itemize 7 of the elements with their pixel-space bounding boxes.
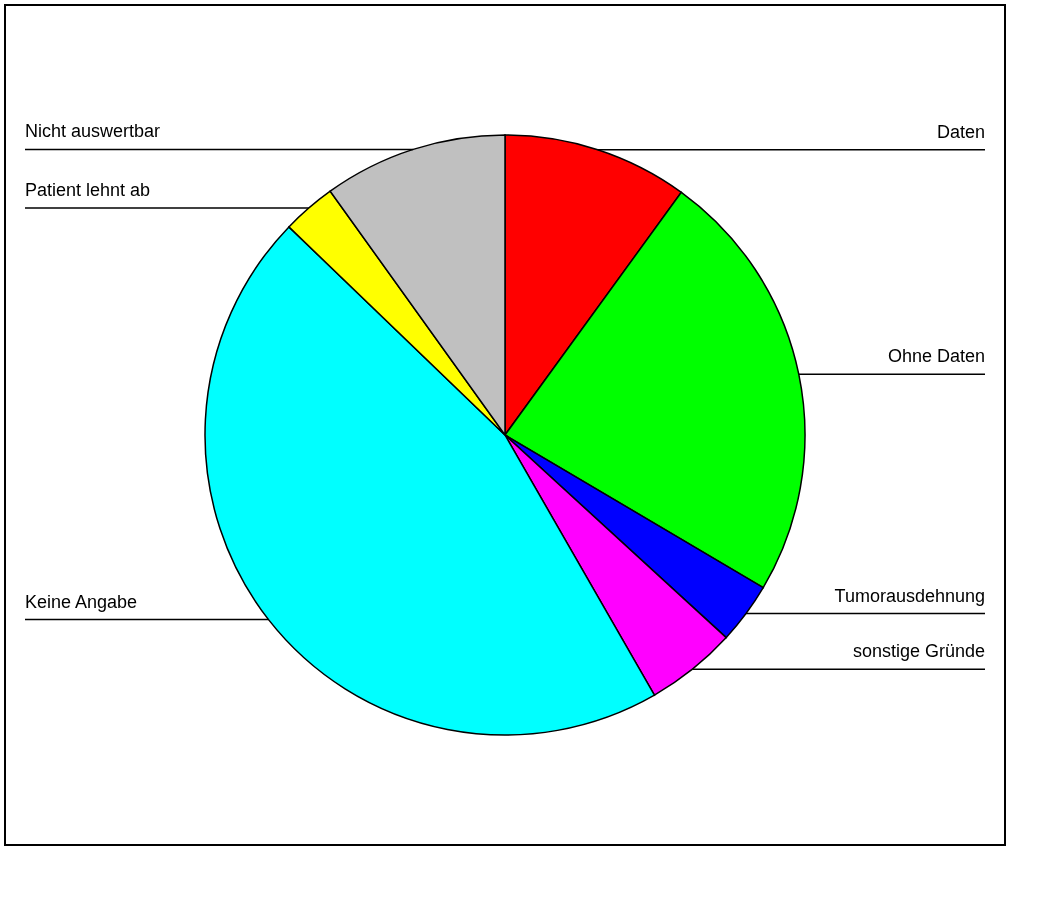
slice-label: Daten [936,121,985,142]
slice-label: sonstige Gründe [852,641,985,662]
slice-label: Patient lehnt ab [25,180,151,201]
slice-label: Tumorausdehnung [834,585,985,606]
slice-label: Nicht auswertbar [25,121,161,142]
slice-label: Ohne Daten [887,346,985,367]
slice-label: Keine Angabe [25,591,138,612]
